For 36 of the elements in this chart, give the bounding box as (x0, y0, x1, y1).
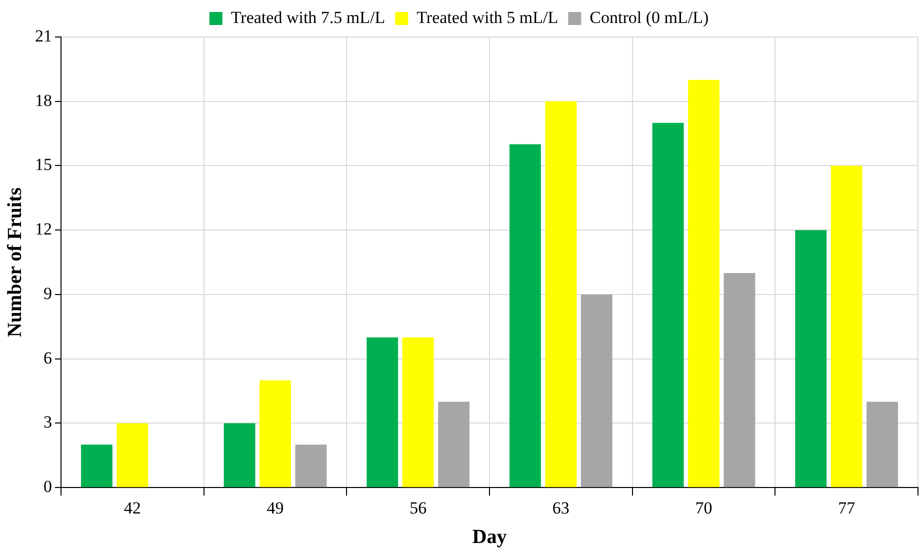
bar (795, 230, 827, 488)
bar (402, 337, 434, 488)
y-tick-label: 15 (35, 155, 52, 174)
y-tick-label: 12 (35, 220, 52, 239)
bar (830, 166, 862, 488)
y-tick-label: 0 (44, 477, 52, 496)
bar (366, 337, 398, 488)
bar (80, 444, 112, 488)
y-tick-label: 9 (44, 284, 52, 303)
y-tick-label: 3 (44, 412, 52, 432)
y-tick-label: 18 (35, 90, 52, 110)
x-tick-label: 42 (124, 498, 141, 518)
bar (509, 144, 541, 488)
x-tick-label: 77 (838, 498, 856, 518)
y-tick-label: 21 (35, 26, 52, 46)
x-axis-title: Day (472, 526, 507, 548)
bar (295, 444, 327, 488)
bar (438, 402, 470, 488)
bar (866, 402, 898, 488)
bar (224, 423, 256, 488)
bar (688, 80, 720, 488)
x-tick-label: 70 (695, 498, 712, 518)
bar (260, 380, 291, 488)
bar (545, 101, 577, 488)
y-tick-label: 6 (44, 348, 52, 368)
x-tick-label: 49 (266, 498, 284, 518)
legend-label: Control (0 mL/L) (590, 8, 709, 27)
y-axis-title: Number of Fruits (4, 187, 26, 338)
legend-label: Treated with 7.5 mL/L (230, 8, 386, 27)
bar (652, 122, 684, 488)
x-tick-label: 56 (410, 498, 427, 518)
bar (116, 423, 148, 488)
x-tick-label: 63 (552, 498, 570, 518)
bar (724, 273, 756, 488)
legend-label: Treated with 5 mL/L (416, 8, 558, 27)
bar (580, 294, 612, 488)
